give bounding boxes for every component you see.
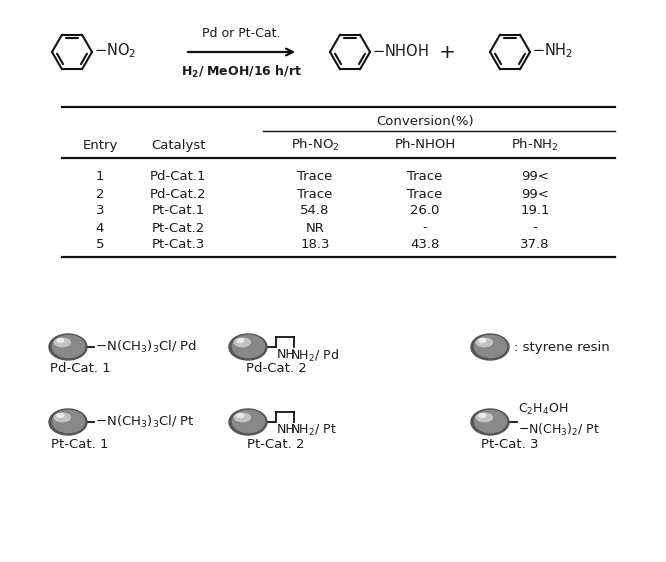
Text: 99<: 99<	[521, 188, 549, 201]
Text: Trace: Trace	[408, 170, 443, 184]
Text: Pd-Cat.2: Pd-Cat.2	[150, 188, 206, 201]
Text: Pd or Pt-Cat.: Pd or Pt-Cat.	[202, 27, 281, 40]
Text: $-$NH$_2$: $-$NH$_2$	[532, 42, 573, 60]
Text: 18.3: 18.3	[300, 238, 330, 252]
Text: Catalyst: Catalyst	[151, 138, 205, 152]
Text: 1: 1	[96, 170, 105, 184]
Ellipse shape	[49, 334, 87, 360]
Text: Pt-Cat.1: Pt-Cat.1	[151, 205, 204, 217]
Text: +: +	[439, 43, 456, 61]
Text: NH: NH	[277, 348, 296, 361]
Text: Ph-NHOH: Ph-NHOH	[394, 138, 456, 152]
Text: $-$NHOH: $-$NHOH	[372, 43, 429, 59]
Text: : styrene resin: : styrene resin	[514, 341, 610, 353]
Ellipse shape	[234, 413, 250, 422]
Ellipse shape	[53, 336, 85, 357]
Text: Pt-Cat. 3: Pt-Cat. 3	[482, 437, 539, 451]
Ellipse shape	[229, 409, 267, 435]
Text: $-$N(CH$_3$)$_3$Cl/ Pd: $-$N(CH$_3$)$_3$Cl/ Pd	[95, 339, 197, 355]
Ellipse shape	[474, 410, 507, 433]
Ellipse shape	[57, 414, 64, 418]
Ellipse shape	[232, 336, 264, 357]
Text: 5: 5	[96, 238, 105, 252]
Text: 26.0: 26.0	[410, 205, 440, 217]
Text: Entry: Entry	[83, 138, 118, 152]
Text: NR: NR	[306, 221, 324, 234]
Text: NH$_2$/ Pd: NH$_2$/ Pd	[290, 348, 339, 364]
Ellipse shape	[229, 334, 267, 360]
Ellipse shape	[57, 338, 64, 342]
Text: Trace: Trace	[297, 188, 333, 201]
Text: 43.8: 43.8	[410, 238, 440, 252]
Ellipse shape	[234, 338, 250, 347]
Ellipse shape	[476, 413, 492, 422]
Ellipse shape	[471, 334, 509, 360]
Ellipse shape	[471, 409, 509, 435]
Text: 99<: 99<	[521, 170, 549, 184]
Text: $-$N(CH$_3$)$_2$/ Pt: $-$N(CH$_3$)$_2$/ Pt	[518, 422, 600, 438]
Ellipse shape	[49, 409, 87, 435]
Text: Pd-Cat. 1: Pd-Cat. 1	[50, 362, 111, 375]
Text: 37.8: 37.8	[520, 238, 549, 252]
Text: Ph-NO$_2$: Ph-NO$_2$	[291, 137, 339, 153]
Text: NH: NH	[277, 423, 296, 436]
Ellipse shape	[479, 414, 486, 418]
Text: C$_2$H$_4$OH: C$_2$H$_4$OH	[518, 402, 568, 417]
Text: $-$N(CH$_3$)$_3$Cl/ Pt: $-$N(CH$_3$)$_3$Cl/ Pt	[95, 414, 195, 430]
Text: Trace: Trace	[408, 188, 443, 201]
Ellipse shape	[54, 413, 71, 422]
Text: -: -	[533, 221, 537, 234]
Text: 19.1: 19.1	[520, 205, 549, 217]
Ellipse shape	[232, 410, 264, 433]
Text: Pd-Cat.1: Pd-Cat.1	[150, 170, 206, 184]
Text: 3: 3	[96, 205, 105, 217]
Ellipse shape	[237, 414, 244, 418]
Text: Conversion(%): Conversion(%)	[376, 115, 474, 128]
Ellipse shape	[476, 338, 492, 347]
Text: Ph-NH$_2$: Ph-NH$_2$	[511, 137, 559, 153]
Text: $-$NO$_2$: $-$NO$_2$	[94, 42, 137, 60]
Ellipse shape	[54, 338, 71, 347]
Text: Pt-Cat.2: Pt-Cat.2	[151, 221, 204, 234]
Text: Trace: Trace	[297, 170, 333, 184]
Text: -: -	[423, 221, 428, 234]
Ellipse shape	[474, 336, 507, 357]
Text: 2: 2	[96, 188, 105, 201]
Ellipse shape	[479, 338, 486, 342]
Text: Pd-Cat. 2: Pd-Cat. 2	[246, 362, 306, 375]
Text: 4: 4	[96, 221, 104, 234]
Text: Pt-Cat. 1: Pt-Cat. 1	[51, 437, 109, 451]
Text: NH$_2$/ Pt: NH$_2$/ Pt	[290, 423, 336, 438]
Text: Pt-Cat. 2: Pt-Cat. 2	[247, 437, 305, 451]
Text: 54.8: 54.8	[300, 205, 330, 217]
Ellipse shape	[237, 338, 244, 342]
Text: $\mathbf{H_2/}$ $\mathbf{MeOH/16\ h/rt}$: $\mathbf{H_2/}$ $\mathbf{MeOH/16\ h/rt}$	[181, 64, 302, 80]
Ellipse shape	[53, 410, 85, 433]
Text: Pt-Cat.3: Pt-Cat.3	[151, 238, 204, 252]
